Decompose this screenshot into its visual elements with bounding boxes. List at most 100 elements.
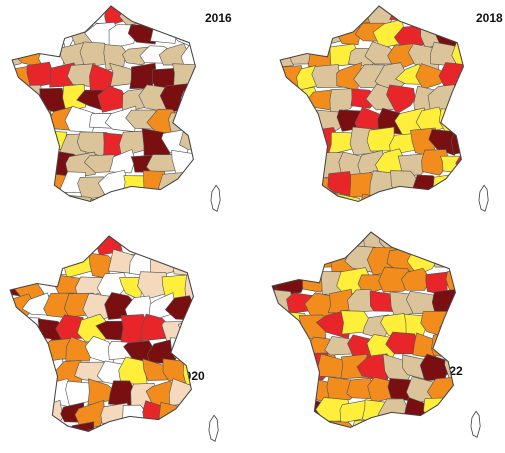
department [420, 232, 453, 251]
department [458, 25, 464, 46]
department [455, 64, 464, 89]
department [280, 108, 302, 135]
department [21, 252, 53, 280]
department [452, 246, 456, 271]
department [187, 336, 194, 365]
department [420, 311, 452, 339]
department [272, 357, 288, 384]
department [12, 6, 27, 27]
department [318, 232, 347, 253]
department [137, 236, 171, 256]
department [63, 421, 95, 432]
corsica [208, 414, 219, 442]
department [286, 380, 319, 405]
corsica [470, 410, 481, 438]
department [10, 422, 32, 432]
department [415, 63, 450, 90]
department [432, 173, 456, 200]
department [149, 19, 178, 44]
department [285, 127, 319, 155]
department [12, 132, 30, 155]
corsica [210, 184, 221, 212]
department [109, 149, 136, 174]
department [439, 317, 456, 339]
department [455, 152, 464, 175]
department [12, 111, 34, 136]
department [24, 196, 58, 202]
department [278, 355, 310, 379]
department [284, 338, 315, 362]
department [158, 171, 191, 200]
department [37, 236, 70, 253]
corsica [478, 184, 489, 212]
department [149, 425, 178, 432]
department [430, 6, 463, 27]
department [103, 426, 139, 432]
department [285, 418, 320, 428]
department [280, 129, 295, 154]
department [438, 108, 464, 134]
department [280, 19, 302, 48]
departments [272, 232, 456, 428]
department [17, 236, 49, 257]
france-map [271, 231, 481, 438]
department [27, 380, 54, 405]
department [12, 88, 28, 110]
department [189, 296, 194, 321]
department [294, 149, 328, 177]
department [172, 192, 196, 202]
department [327, 6, 358, 27]
department [156, 236, 188, 258]
department [397, 194, 429, 202]
department [444, 232, 456, 251]
department [409, 420, 438, 428]
department [179, 131, 196, 151]
department [158, 6, 194, 27]
department [280, 6, 299, 27]
department [127, 426, 157, 432]
department [24, 20, 55, 43]
department [12, 169, 30, 198]
department [451, 294, 456, 316]
department [62, 83, 86, 112]
department [272, 374, 293, 405]
department [19, 172, 45, 200]
department [148, 192, 182, 202]
department [431, 331, 456, 360]
departments [280, 6, 464, 202]
department [10, 359, 28, 388]
department [191, 153, 196, 179]
department [283, 6, 313, 23]
department [190, 381, 194, 409]
department [351, 419, 378, 428]
department [272, 311, 285, 337]
department [333, 193, 365, 202]
department [272, 334, 297, 360]
department [171, 422, 194, 432]
department [20, 130, 47, 157]
department [177, 318, 194, 338]
department [178, 236, 194, 256]
department [280, 149, 306, 173]
department [180, 44, 196, 70]
year-label: 2016 [205, 11, 232, 25]
france-map [9, 235, 219, 442]
department [158, 402, 191, 427]
department [58, 6, 93, 25]
department [169, 337, 194, 361]
year-label: 2018 [476, 11, 503, 25]
department [79, 6, 107, 25]
department [21, 423, 57, 432]
department [443, 402, 456, 424]
department [453, 381, 456, 402]
department [389, 6, 419, 23]
department [279, 396, 310, 425]
departments [10, 236, 194, 432]
department [10, 236, 27, 258]
department [107, 194, 138, 202]
department [10, 337, 37, 364]
department [286, 249, 312, 274]
department [290, 19, 327, 48]
